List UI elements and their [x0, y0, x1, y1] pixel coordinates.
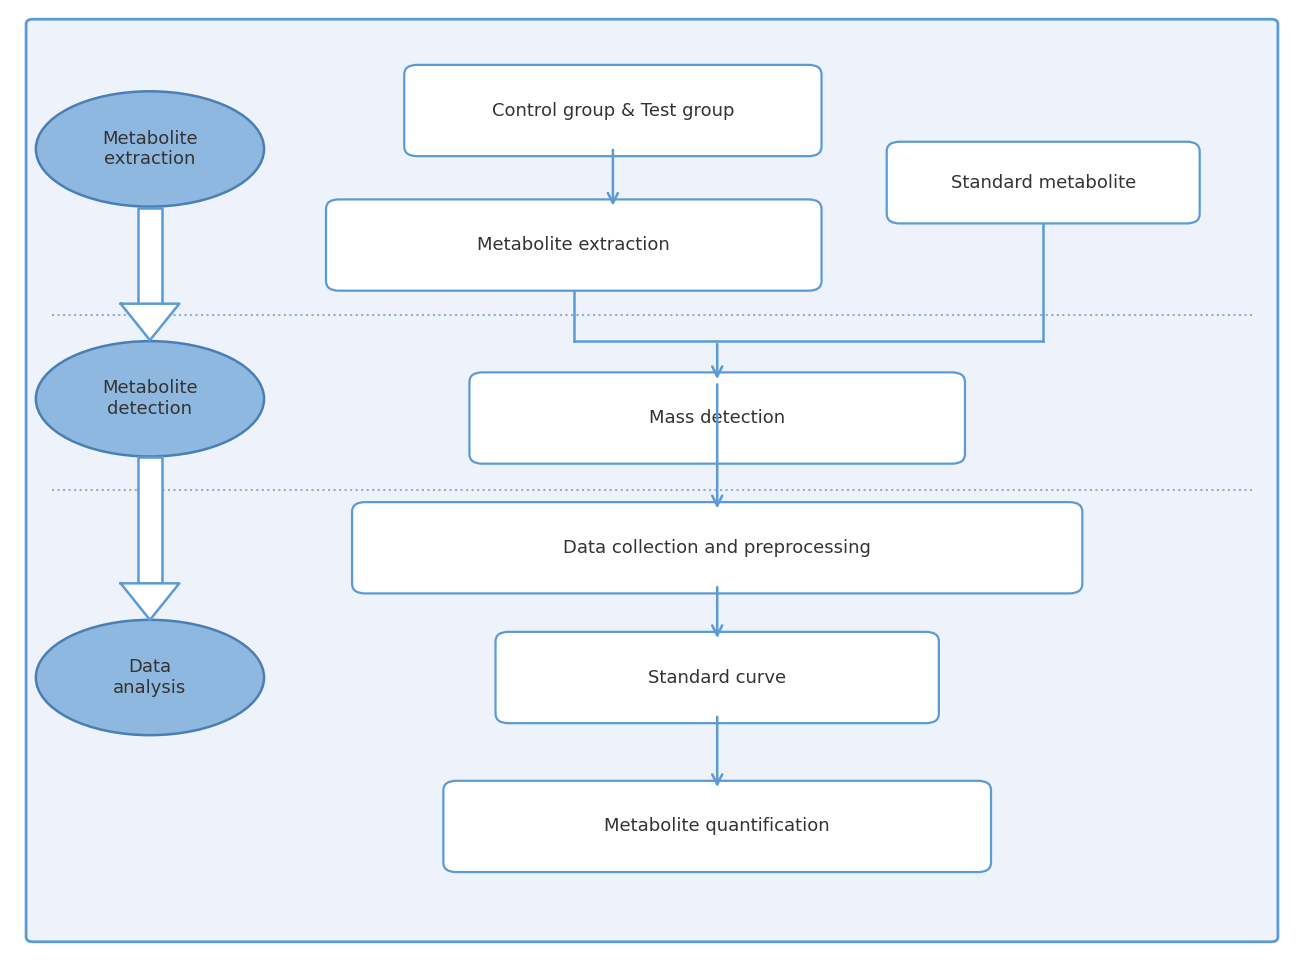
Ellipse shape — [37, 620, 263, 735]
Polygon shape — [120, 304, 180, 340]
FancyBboxPatch shape — [496, 632, 939, 723]
Polygon shape — [120, 583, 180, 620]
Text: Standard curve: Standard curve — [648, 669, 786, 686]
FancyBboxPatch shape — [26, 19, 1278, 942]
Text: Data
analysis: Data analysis — [113, 658, 186, 697]
Ellipse shape — [37, 341, 263, 456]
Text: Mass detection: Mass detection — [649, 409, 785, 427]
Text: Standard metabolite: Standard metabolite — [951, 174, 1136, 191]
Text: Metabolite extraction: Metabolite extraction — [477, 236, 670, 254]
FancyBboxPatch shape — [443, 780, 991, 873]
FancyBboxPatch shape — [469, 372, 965, 464]
Text: Metabolite quantification: Metabolite quantification — [604, 818, 831, 835]
Ellipse shape — [37, 91, 263, 207]
FancyBboxPatch shape — [887, 141, 1200, 223]
FancyBboxPatch shape — [326, 199, 822, 290]
Bar — [138, 208, 162, 304]
Text: Metabolite
detection: Metabolite detection — [102, 380, 198, 418]
Text: Control group & Test group: Control group & Test group — [492, 102, 734, 119]
FancyBboxPatch shape — [404, 64, 822, 156]
Bar — [138, 457, 162, 583]
Text: Metabolite
extraction: Metabolite extraction — [102, 130, 198, 168]
FancyBboxPatch shape — [352, 502, 1082, 593]
Text: Data collection and preprocessing: Data collection and preprocessing — [563, 539, 871, 556]
